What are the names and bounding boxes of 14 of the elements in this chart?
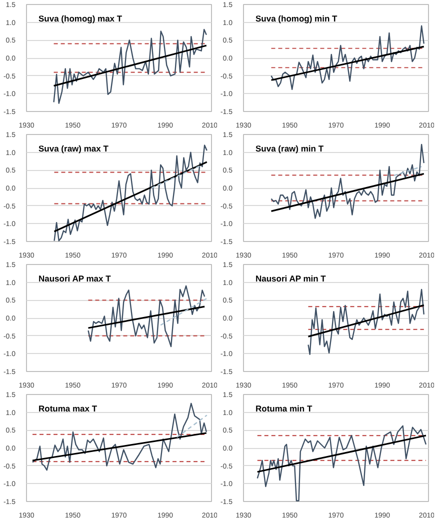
text: Suva (raw) min T [256,144,324,154]
line-series [270,25,424,90]
text: Nausori AP min T [256,274,327,284]
text: Suva (homog) max T [38,14,123,24]
text: Rotuma min T [256,404,313,414]
text: Rotuma max T [38,404,98,414]
text: Suva (homog) min T [256,14,338,24]
text: Nausori AP max T [38,274,112,284]
line-series [32,402,208,471]
line-series [88,285,206,348]
line-series [256,425,427,502]
line-series [53,28,208,104]
line-series [308,288,424,355]
text: Suva (raw) max T [38,144,110,154]
